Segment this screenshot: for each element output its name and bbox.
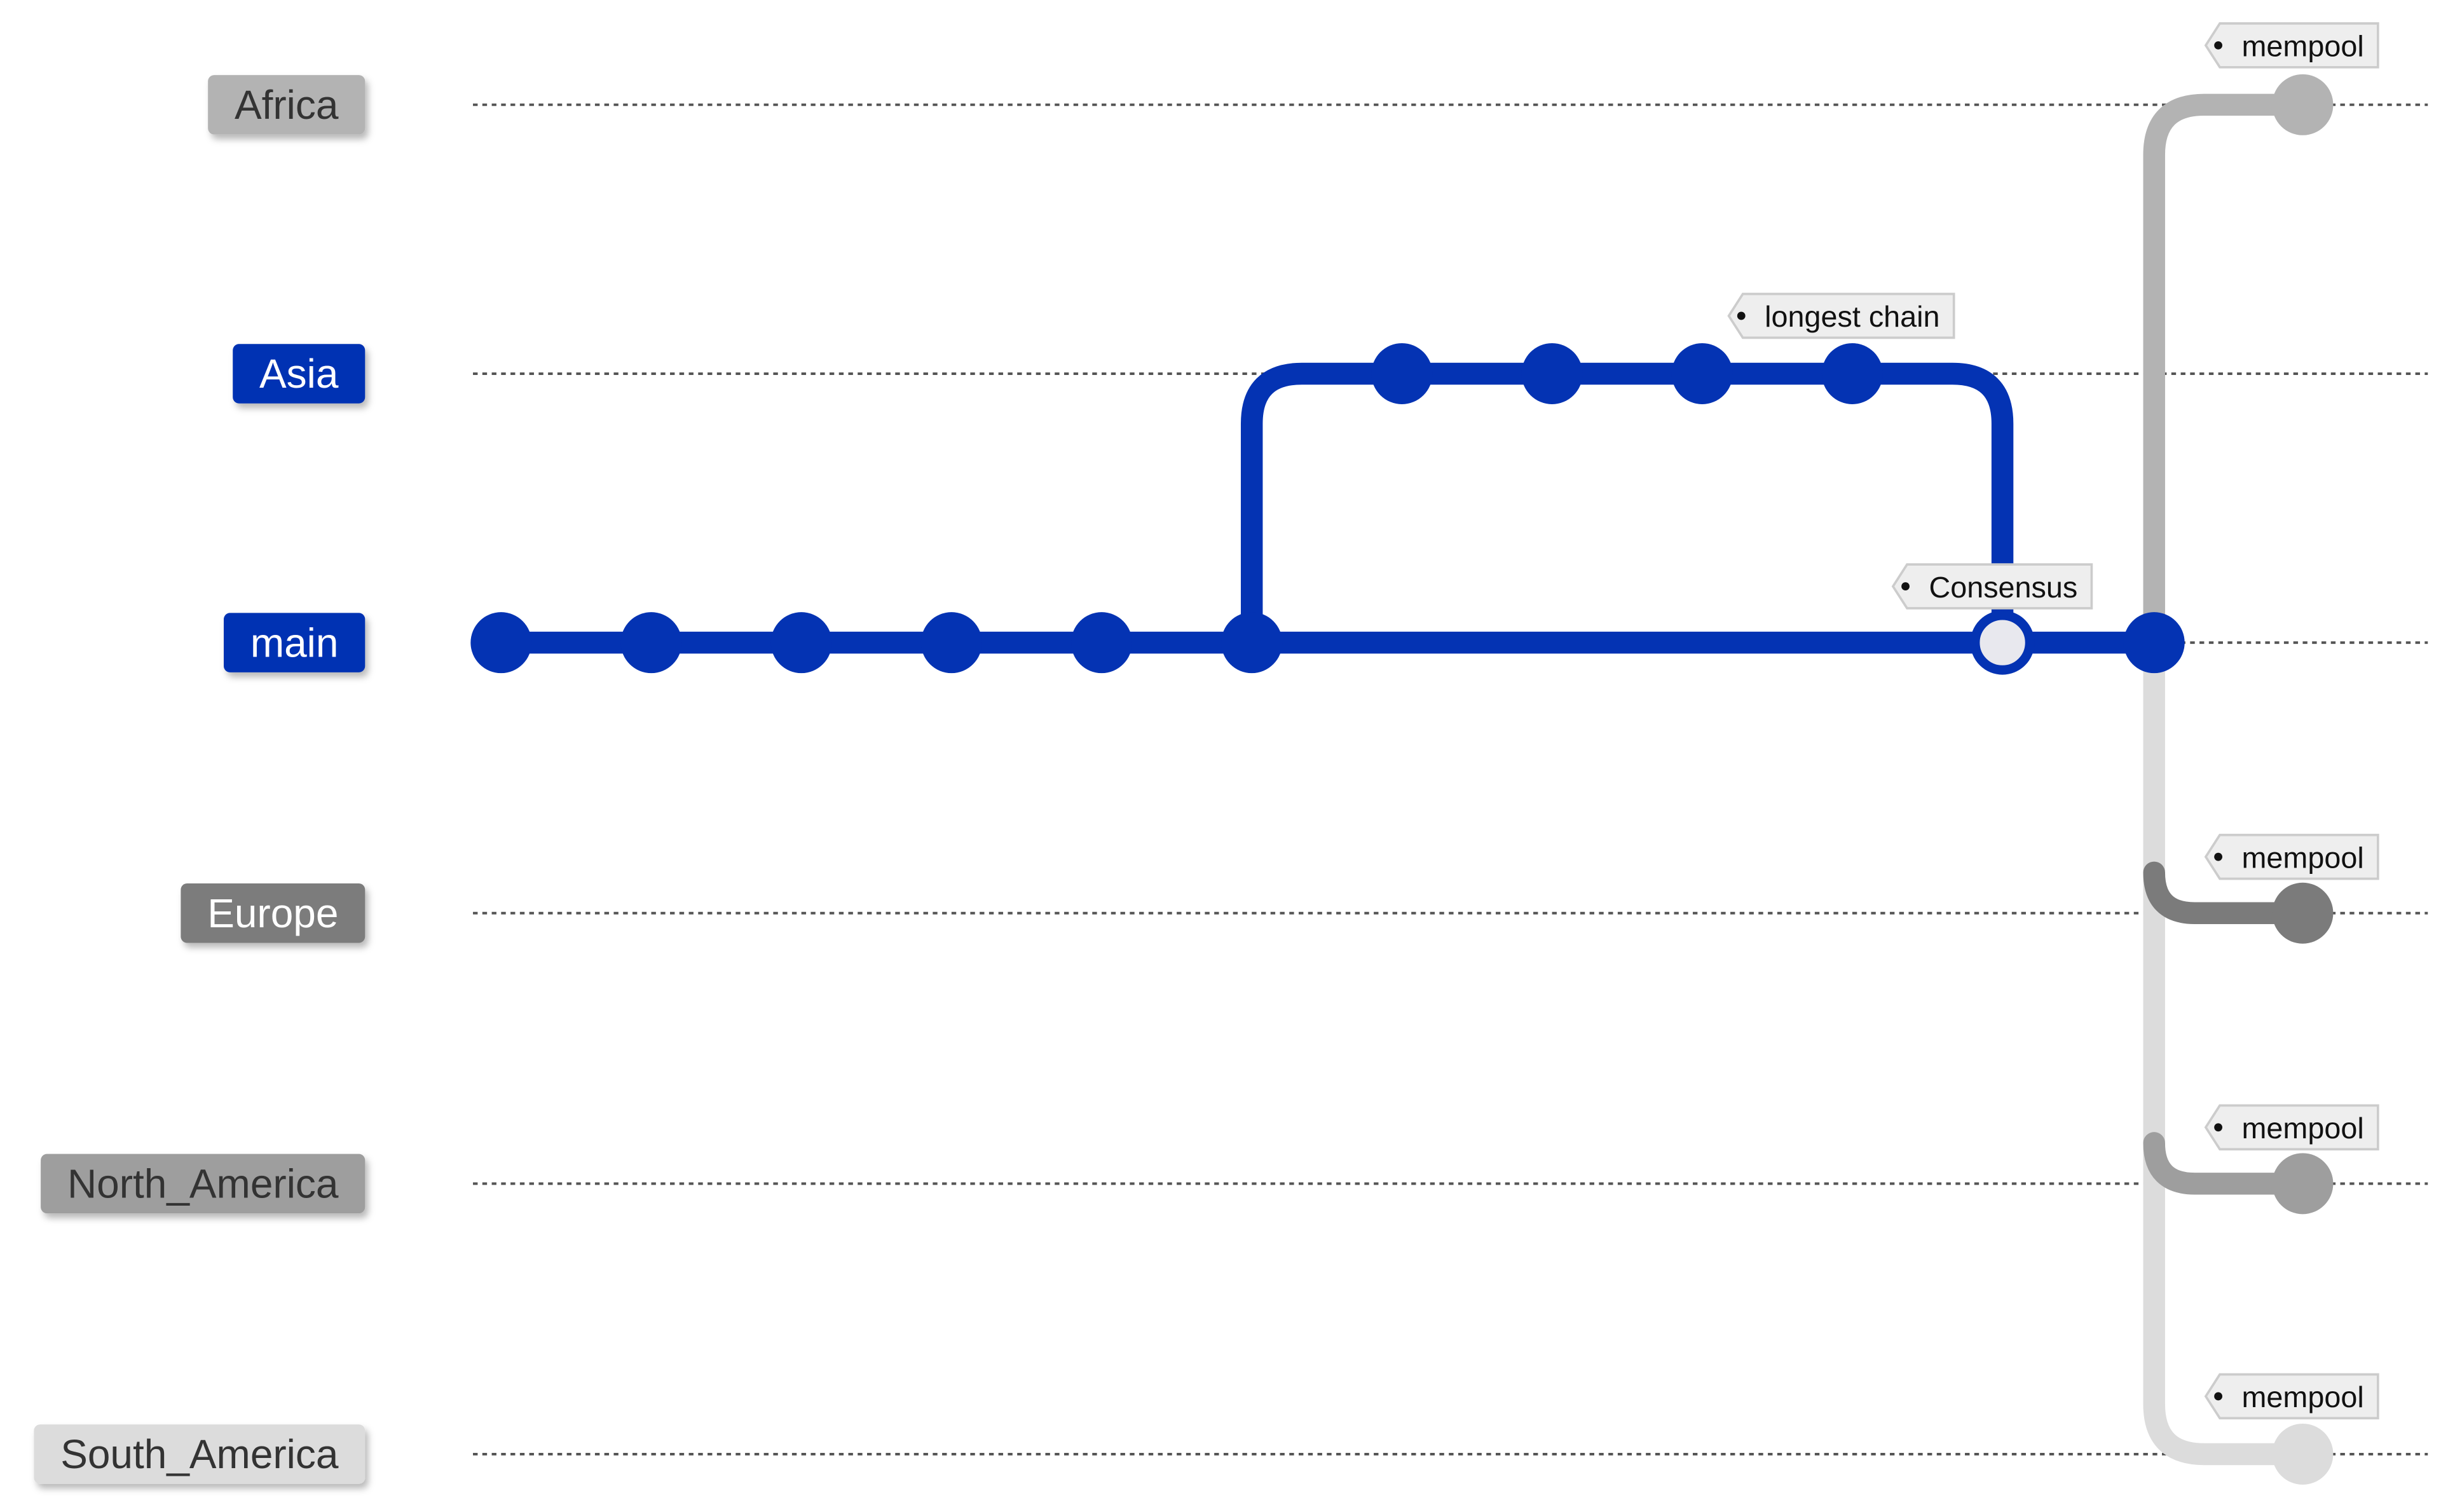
south-america-commit[interactable] xyxy=(2272,1423,2334,1485)
north-america-commit[interactable] xyxy=(2272,1153,2334,1215)
tag-hole-icon xyxy=(2214,41,2222,50)
branch-label-box xyxy=(208,75,366,135)
asia-commit-2[interactable] xyxy=(1521,343,1583,404)
branch-labels: Africa Asia main Europe North_America South_A… xyxy=(34,75,366,1484)
main-commit-4[interactable] xyxy=(920,612,982,674)
tag-text: Consensus xyxy=(1929,571,2077,604)
branch-label-text: Africa xyxy=(235,82,339,128)
north-america-branch-line xyxy=(2143,1132,2314,1195)
branch-connector-lines xyxy=(490,93,2314,1466)
branch-label-text: main xyxy=(250,620,339,665)
tag-text: mempool xyxy=(2242,1380,2364,1413)
tag-consensus[interactable]: Consensus xyxy=(1891,563,2093,610)
tag-hole-icon xyxy=(1737,311,1746,320)
commit-dots xyxy=(470,74,2334,1485)
south-america-branch-line xyxy=(2143,631,2314,1466)
tag-shape xyxy=(2204,1373,2379,1420)
africa-branch-line xyxy=(2143,93,2314,654)
branch-label-box xyxy=(34,1424,366,1484)
tag-hole-icon xyxy=(2214,852,2222,861)
tag-text: longest chain xyxy=(1765,300,1939,333)
branch-label-text: North_America xyxy=(67,1161,339,1207)
tag-hole-icon xyxy=(2214,1392,2222,1401)
asia-commit-3[interactable] xyxy=(1671,343,1733,404)
main-commit-6[interactable] xyxy=(1221,612,1283,674)
tag-shape xyxy=(1727,292,1955,339)
branch-guide-lines xyxy=(473,103,2428,1455)
branch-label-north-america[interactable]: North_America xyxy=(41,1154,366,1214)
europe-branch-line xyxy=(2143,861,2314,924)
branch-label-box xyxy=(224,613,366,672)
branch-label-south-america[interactable]: South_America xyxy=(34,1424,366,1484)
tag-labels: longest chain Consensus mempool mempool memp… xyxy=(1727,22,2379,1420)
tag-hole-icon xyxy=(1901,582,1910,590)
tag-text: mempool xyxy=(2242,1112,2364,1145)
asia-commit-4[interactable] xyxy=(1821,343,1883,404)
main-commit-2[interactable] xyxy=(620,612,682,674)
branch-label-box xyxy=(41,1154,366,1214)
branch-label-box xyxy=(181,883,366,943)
tag-longest-chain[interactable]: longest chain xyxy=(1727,292,1955,339)
tag-mempool-south-america[interactable]: mempool xyxy=(2204,1373,2379,1420)
tag-mempool-africa[interactable]: mempool xyxy=(2204,22,2379,69)
tag-mempool-north-america[interactable]: mempool xyxy=(2204,1104,2379,1151)
branch-label-text: Europe xyxy=(207,890,338,936)
branch-label-main[interactable]: main xyxy=(224,613,366,672)
branch-label-europe[interactable]: Europe xyxy=(181,883,366,943)
main-commit-3[interactable] xyxy=(770,612,832,674)
asia-commit-1[interactable] xyxy=(1371,343,1433,404)
branch-label-africa[interactable]: Africa xyxy=(208,75,366,135)
main-commit-1[interactable] xyxy=(470,612,532,674)
asia-branch-line xyxy=(1240,362,2014,654)
europe-commit[interactable] xyxy=(2272,882,2334,944)
branch-label-text: South_America xyxy=(60,1431,339,1477)
tag-shape xyxy=(2204,833,2379,880)
tag-shape xyxy=(2204,22,2379,69)
tag-shape xyxy=(2204,1104,2379,1151)
branch-label-text: Asia xyxy=(259,351,339,397)
consensus-commit[interactable] xyxy=(1970,610,2035,675)
branch-label-box xyxy=(233,344,366,404)
tag-hole-icon xyxy=(2214,1123,2222,1132)
tag-text: mempool xyxy=(2242,841,2364,874)
africa-commit[interactable] xyxy=(2272,74,2334,135)
tag-mempool-europe[interactable]: mempool xyxy=(2204,833,2379,880)
main-commit-merge[interactable] xyxy=(2123,612,2185,674)
main-commit-5[interactable] xyxy=(1071,612,1132,674)
tag-text: mempool xyxy=(2242,30,2364,63)
tag-shape xyxy=(1891,563,2093,610)
branch-label-asia[interactable]: Asia xyxy=(233,344,366,404)
